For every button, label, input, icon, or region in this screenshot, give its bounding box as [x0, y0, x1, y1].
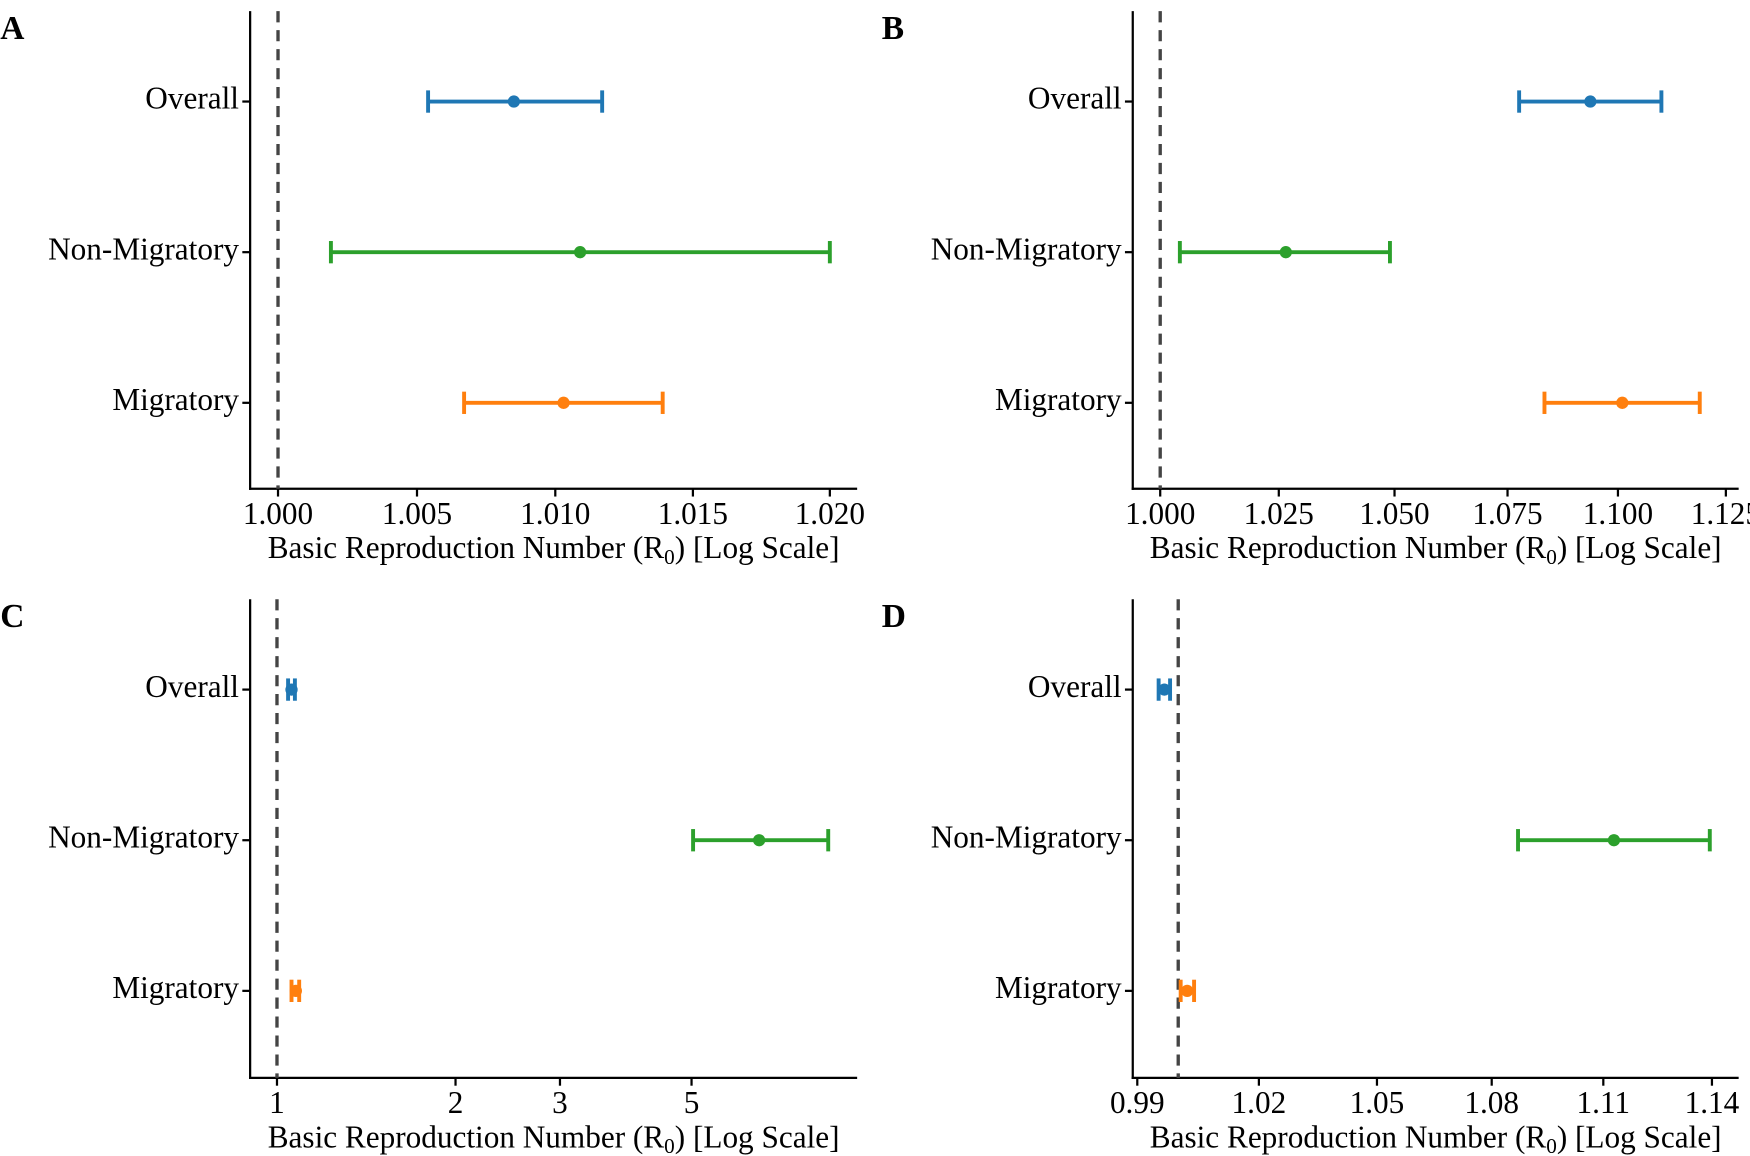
x-tick-label: 1.125	[1691, 496, 1750, 531]
point-estimate	[1584, 95, 1597, 108]
x-tick-label: 3	[552, 1085, 568, 1120]
x-axis-title: Basic Reproduction Number (R0) [Log Scal…	[268, 530, 840, 568]
point-estimate	[752, 834, 766, 847]
x-axis-title-part: ) [Log Scale]	[1557, 530, 1722, 565]
x-tick-label: 2	[448, 1085, 464, 1120]
point-estimate	[507, 95, 521, 108]
x-axis-title-part: Basic Reproduction Number (R	[268, 530, 665, 565]
y-tick-label: Migratory	[112, 970, 239, 1005]
x-axis-title-part: 0	[1546, 545, 1557, 569]
x-axis-title-part: Basic Reproduction Number (R	[1150, 1120, 1547, 1155]
x-tick-label: 1.05	[1350, 1085, 1405, 1120]
x-axis-title-part: ) [Log Scale]	[1557, 1120, 1722, 1155]
y-tick-label: Overall	[1028, 669, 1122, 704]
x-axis-title: Basic Reproduction Number (R0) [Log Scal…	[268, 1120, 840, 1156]
x-axis-title-part: Basic Reproduction Number (R	[268, 1120, 665, 1155]
panel-label: A	[0, 10, 24, 47]
point-estimate	[557, 396, 570, 409]
y-tick-label: Overall	[145, 669, 239, 704]
point-estimate	[1158, 683, 1171, 696]
x-tick-label: 0.99	[1110, 1085, 1165, 1120]
panel-label: C	[0, 598, 24, 635]
y-tick-label: Migratory	[995, 970, 1122, 1005]
x-tick-label: 1.02	[1232, 1085, 1287, 1120]
x-axis-title-part: 0	[1546, 1134, 1557, 1156]
x-axis-title-part: Basic Reproduction Number (R	[1150, 530, 1547, 565]
y-tick-label: Non-Migratory	[48, 819, 239, 854]
y-tick-label: Overall	[145, 81, 239, 116]
x-tick-label: 1.11	[1577, 1085, 1631, 1120]
point-estimate	[1607, 834, 1621, 847]
y-tick-label: Migratory	[112, 382, 239, 417]
y-tick-label: Migratory	[995, 382, 1122, 417]
point-estimate	[285, 683, 298, 696]
y-tick-label: Non-Migratory	[48, 231, 239, 266]
point-estimate	[289, 984, 302, 997]
point-estimate	[1181, 984, 1194, 997]
x-axis-title: Basic Reproduction Number (R0) [Log Scal…	[1150, 1120, 1722, 1156]
x-axis-title-part: 0	[664, 545, 675, 569]
x-tick-label: 1.100	[1583, 496, 1653, 531]
y-tick-label: Non-Migratory	[931, 819, 1122, 854]
x-tick-label: 1.08	[1464, 1085, 1519, 1120]
x-tick-label: 1.050	[1359, 496, 1429, 531]
x-tick-label: 1.000	[243, 496, 313, 531]
x-tick-label: 1.020	[795, 496, 865, 531]
panel-label: D	[882, 598, 906, 635]
x-tick-label: 5	[684, 1085, 700, 1120]
x-tick-label: 1	[269, 1085, 285, 1120]
x-axis-title: Basic Reproduction Number (R0) [Log Scal…	[1150, 530, 1722, 568]
x-tick-label: 1.010	[520, 496, 590, 531]
point-estimate	[1616, 396, 1629, 409]
x-tick-label: 1.025	[1244, 496, 1314, 531]
y-tick-label: Non-Migratory	[931, 231, 1122, 266]
panel-label: B	[882, 10, 904, 47]
x-axis-title-part: ) [Log Scale]	[675, 1120, 840, 1155]
x-tick-label: 1.075	[1472, 496, 1542, 531]
x-axis-title-part: 0	[664, 1134, 675, 1156]
x-tick-label: 1.000	[1125, 496, 1195, 531]
x-axis-title-part: ) [Log Scale]	[675, 530, 840, 565]
x-tick-label: 1.14	[1685, 1085, 1740, 1120]
x-tick-label: 1.015	[658, 496, 728, 531]
point-estimate	[1279, 246, 1292, 259]
point-estimate	[573, 246, 587, 259]
y-tick-label: Overall	[1028, 81, 1122, 116]
x-tick-label: 1.005	[382, 496, 452, 531]
